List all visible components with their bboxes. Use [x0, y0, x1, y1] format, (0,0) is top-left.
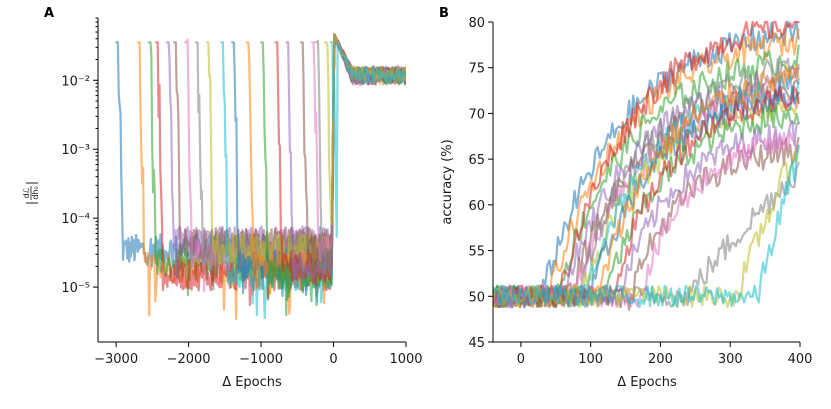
panel-b-y-label: accuracy (%) [440, 139, 455, 224]
panel-b-y-tick-label: 75 [468, 62, 485, 77]
panel-a-x-label: Δ Epochs [222, 375, 282, 390]
panel-b: B 0 100 200 300 400 45 50 55 60 65 70 75 80 Δ Epoch… [439, 6, 812, 390]
panel-b-y-tick-label: 70 [468, 107, 485, 122]
panel-a-y-tick-label: 10⁻⁵ [61, 281, 90, 296]
panel-a-y-label-numerator: dℒ [22, 187, 31, 198]
panel-a: A −3000 −2000 −1000 0 1000 10⁻⁵10⁻⁴10⁻³10⁻² … [22, 6, 423, 390]
panel-b-x-tick-label: 100 [578, 352, 603, 367]
panel-b-x-ticks: 0 100 200 300 400 [517, 342, 813, 367]
panel-b-y-tick-label: 50 [468, 290, 485, 305]
panel-a-x-tick-label: 0 [329, 352, 337, 367]
panel-b-x-label: Δ Epochs [617, 375, 677, 390]
panel-a-series-19 [329, 41, 406, 238]
panel-b-y-tick-label: 55 [468, 245, 485, 260]
panel-a-x-tick-label: 1000 [389, 352, 422, 367]
panel-a-x-tick-label: −3000 [94, 352, 138, 367]
panel-b-x-tick-label: 400 [788, 352, 813, 367]
panel-a-x-ticks: −3000 −2000 −1000 0 1000 [94, 342, 423, 367]
panel-b-x-tick-label: 200 [648, 352, 673, 367]
panel-b-y-tick-label: 80 [468, 16, 485, 31]
panel-a-traces [114, 32, 406, 320]
panel-a-y-ticks: 10⁻⁵ 10⁻⁴ 10⁻³ 10⁻² [61, 17, 98, 296]
panel-b-series-19 [493, 144, 800, 309]
panel-a-y-label: dℒ dh₀ [22, 182, 40, 204]
panel-b-x-tick-label: 300 [718, 352, 743, 367]
panel-a-label: A [44, 6, 54, 21]
panel-a-y-label-denominator: dh₀ [31, 186, 40, 199]
panel-a-y-tick-label: 10⁻³ [61, 143, 90, 158]
panel-b-y-tick-label: 45 [468, 336, 485, 351]
panel-b-y-ticks: 45 50 55 60 65 70 75 80 [468, 16, 493, 351]
panel-b-x-tick-label: 0 [517, 352, 525, 367]
panel-a-x-tick-label: −1000 [239, 352, 283, 367]
panel-a-y-tick-label: 10⁻² [61, 74, 90, 89]
panel-b-y-tick-label: 60 [468, 199, 485, 214]
panel-a-x-tick-label: −2000 [167, 352, 211, 367]
panel-b-label: B [439, 6, 449, 21]
panel-b-y-tick-label: 65 [468, 153, 485, 168]
panel-b-traces [493, 20, 800, 311]
panel-a-y-tick-label: 10⁻⁴ [61, 212, 90, 227]
